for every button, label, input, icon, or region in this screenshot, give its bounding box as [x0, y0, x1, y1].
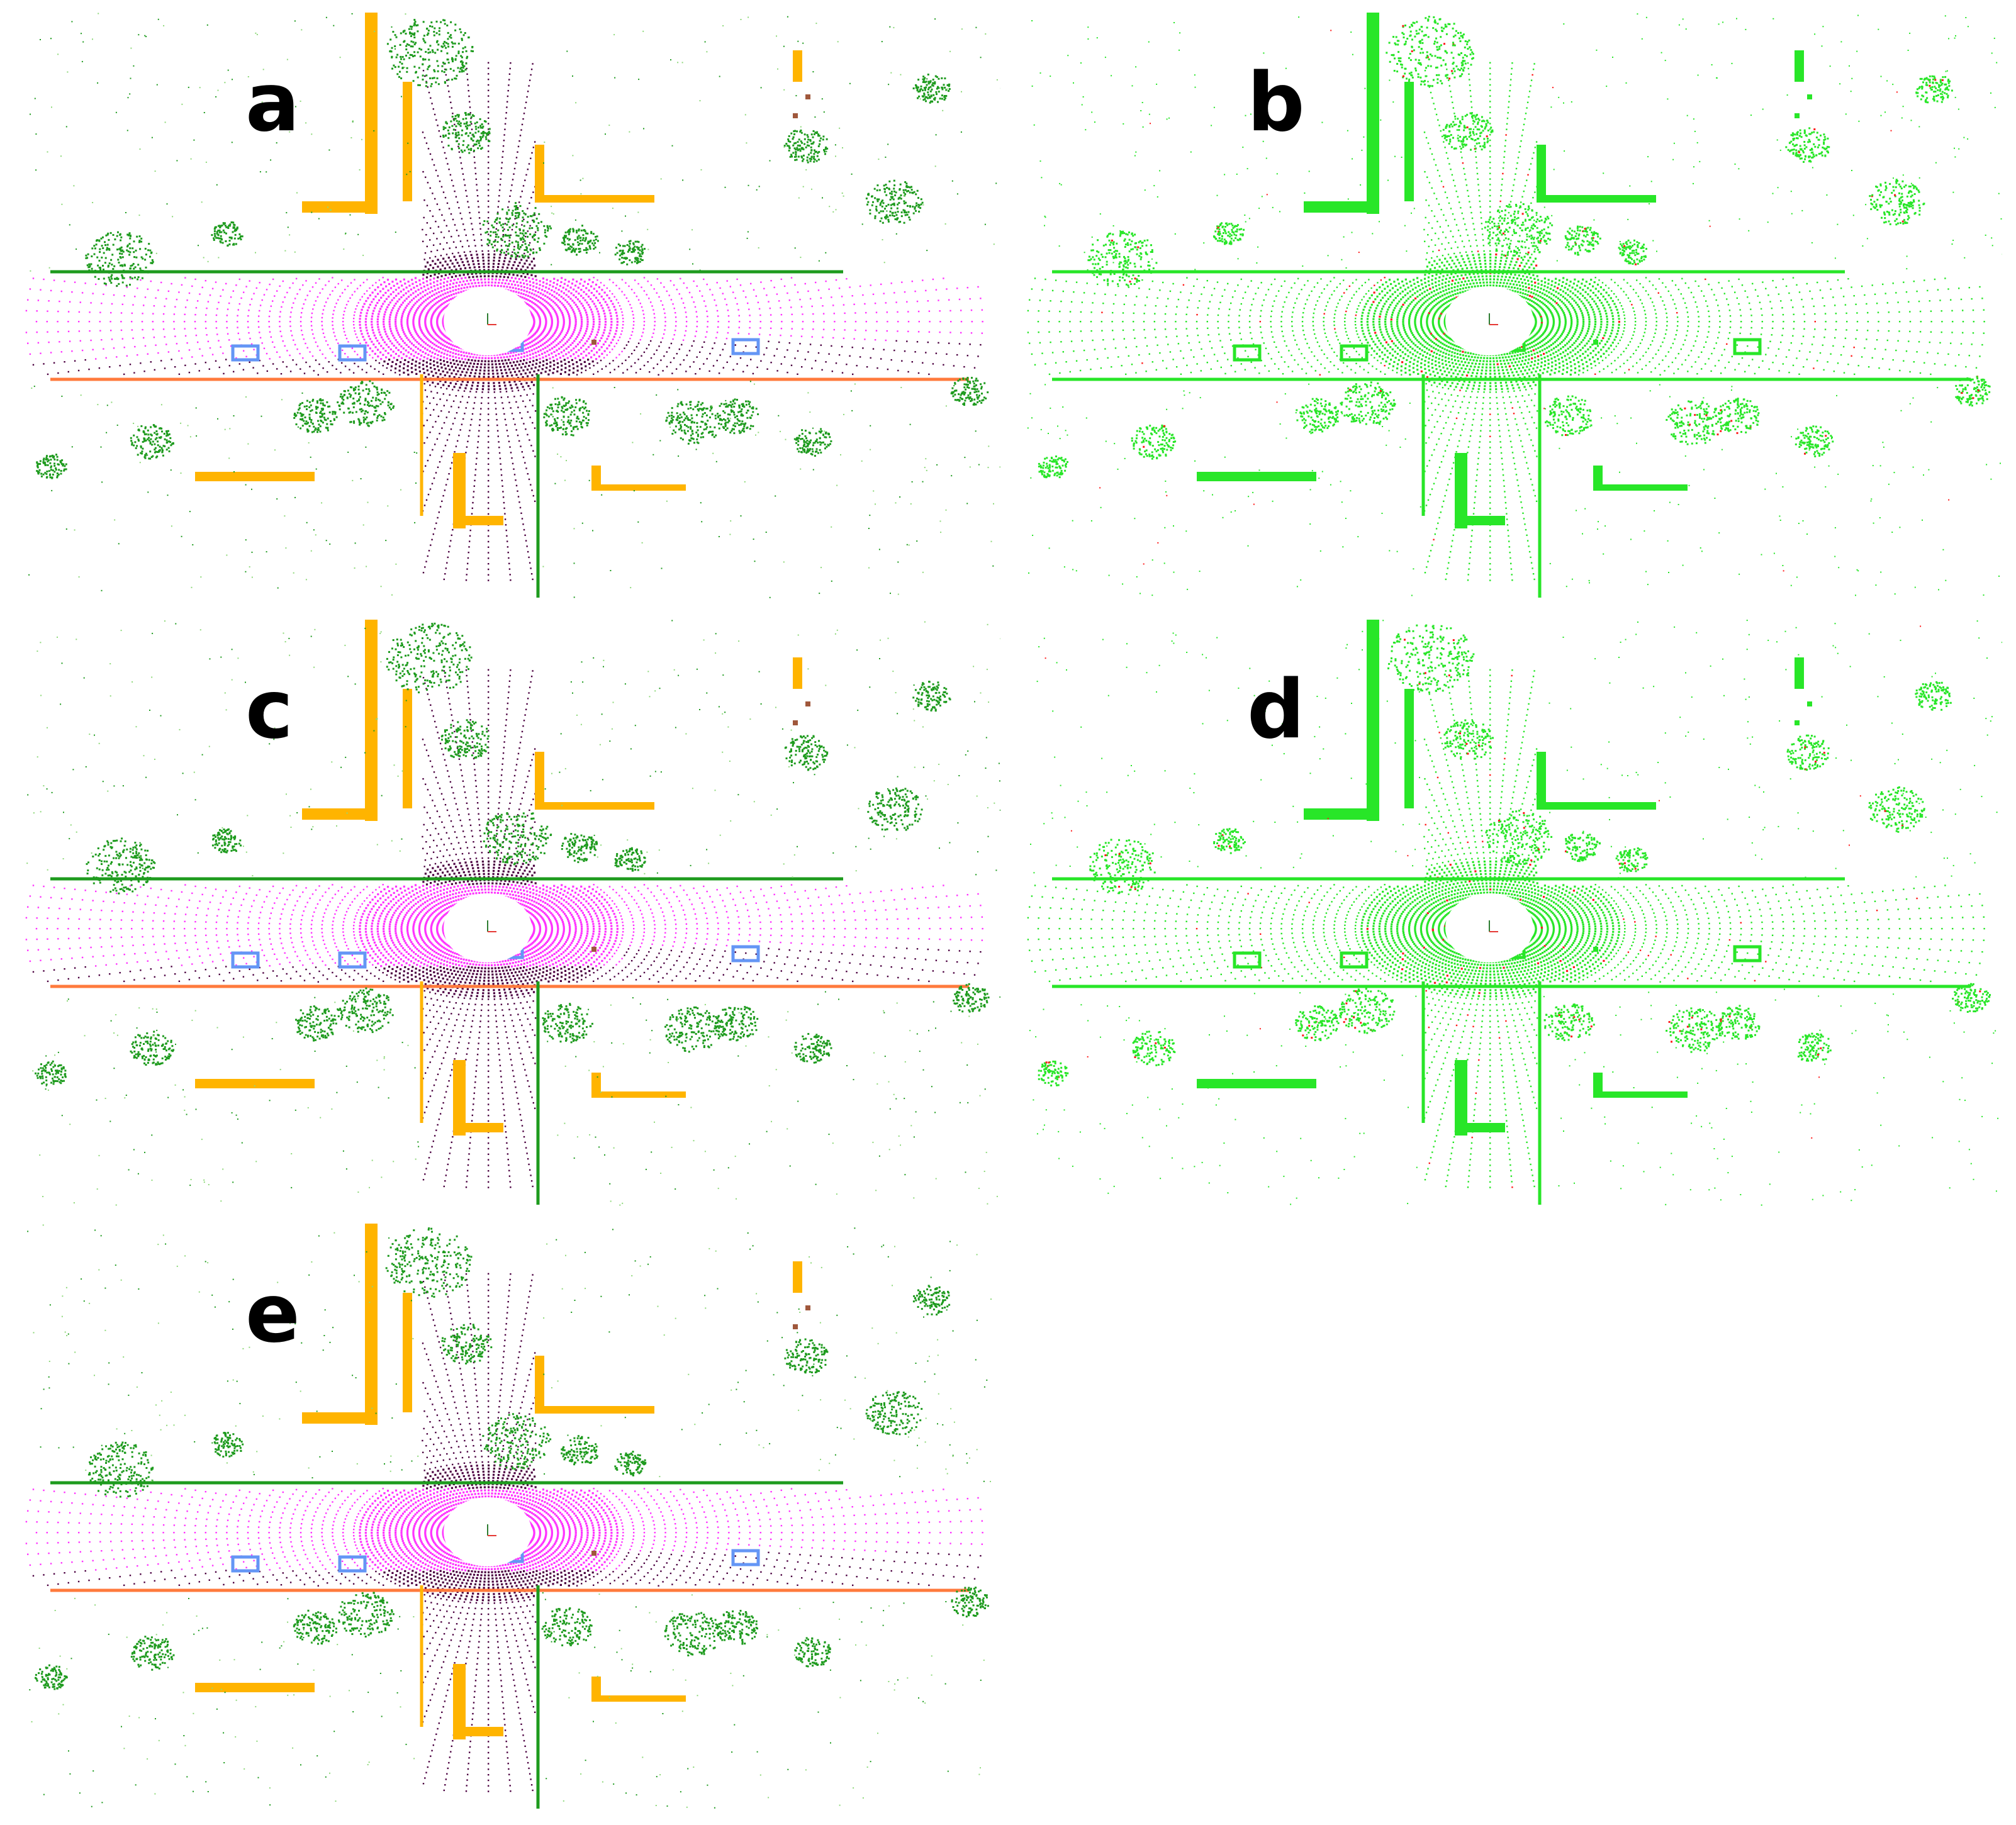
- panel-label-c: c: [245, 670, 293, 751]
- point-cloud-a: [25, 13, 1000, 598]
- panel-e: e: [25, 1224, 1000, 1821]
- panel-c: c: [25, 620, 1000, 1217]
- panel-d: d: [1027, 620, 2002, 1217]
- point-cloud-b: [1027, 13, 2002, 598]
- panel-label-e: e: [245, 1274, 300, 1354]
- panel-label-a: a: [245, 63, 300, 143]
- panel-b: b: [1027, 13, 2002, 610]
- point-cloud-d: [1027, 620, 2002, 1206]
- panel-a: a: [25, 13, 1000, 610]
- point-cloud-c: [25, 620, 1000, 1206]
- panel-label-b: b: [1247, 63, 1305, 143]
- panel-label-d: d: [1247, 670, 1305, 751]
- point-cloud-e: [25, 1224, 992, 1809]
